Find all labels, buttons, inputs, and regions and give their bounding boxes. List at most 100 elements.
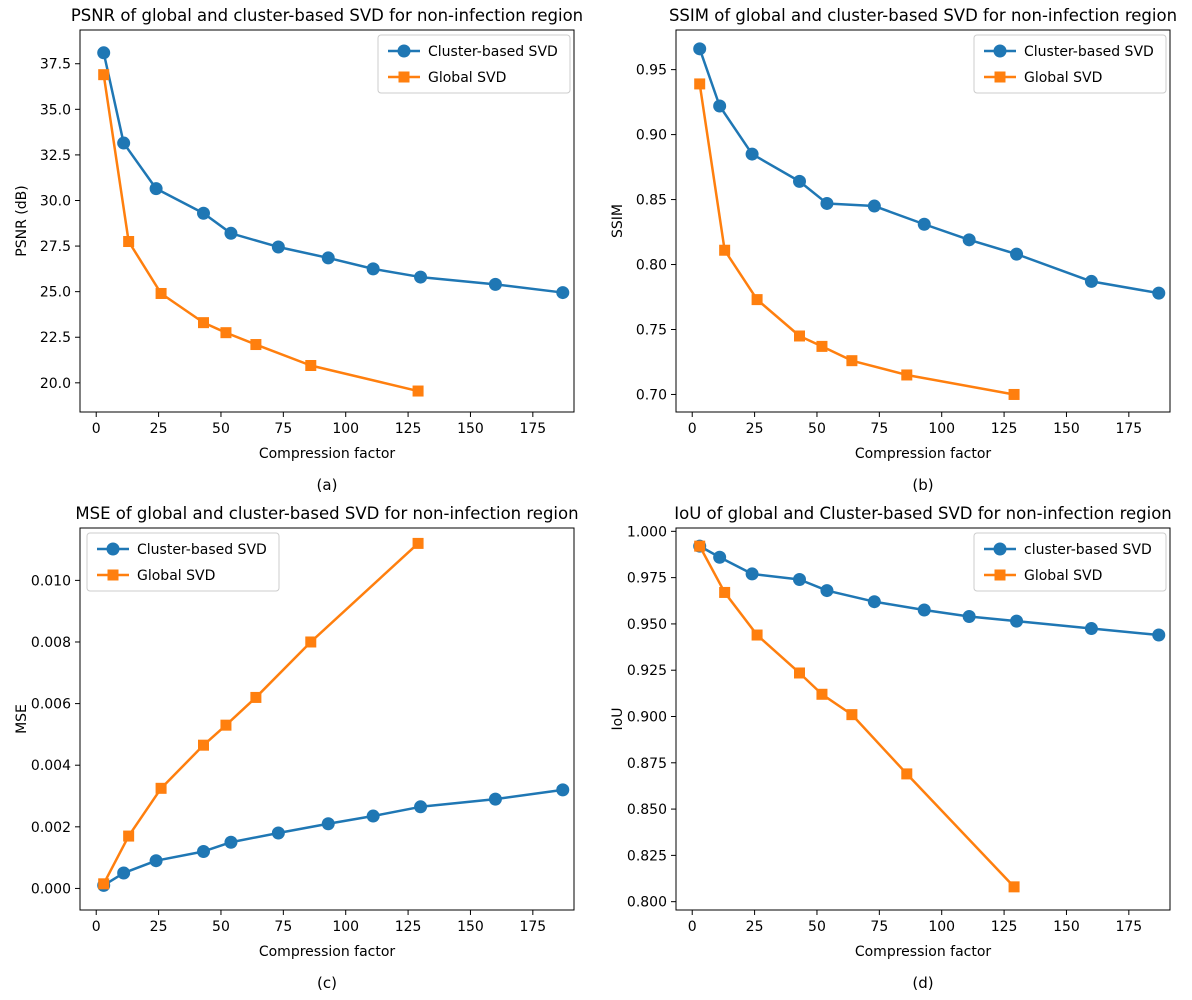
square-marker [123, 830, 135, 842]
y-tick-label: 0.875 [627, 756, 667, 772]
square-marker [305, 636, 317, 648]
legend-box [973, 34, 1167, 94]
circle-marker [713, 99, 727, 113]
y-tick-label: 0.925 [627, 663, 667, 679]
y-tick-label: 35.0 [40, 102, 71, 118]
circle-marker [556, 286, 570, 300]
circle-marker [149, 182, 163, 196]
x-tick-label: 175 [519, 421, 546, 437]
series-cluster-based-svd [97, 46, 570, 300]
x-axis-label: Compression factor [855, 446, 992, 462]
legend-entry-label: Global SVD [137, 568, 215, 584]
square-marker [123, 236, 135, 248]
x-tick-label: 100 [332, 421, 359, 437]
series-line [698, 544, 1016, 889]
square-marker [412, 537, 424, 549]
circle-marker [149, 854, 163, 868]
x-tick-label: 150 [457, 919, 484, 935]
circle-marker [820, 196, 834, 210]
square-marker [412, 385, 424, 397]
x-tick-label: 25 [746, 919, 764, 935]
x-tick-label: 0 [688, 421, 697, 437]
circle-marker [867, 199, 881, 213]
legend: cluster-based SVD Global SVD [973, 532, 1167, 592]
y-tick-label: 0.000 [31, 881, 71, 897]
circle-marker [793, 572, 806, 586]
x-tick-label: 75 [870, 421, 888, 437]
legend: Cluster-based SVD Global SVD [86, 532, 280, 592]
legend-entry-label: Cluster-based SVD [428, 44, 558, 60]
y-tick-label: 0.95 [636, 63, 667, 79]
legend-entry-label: cluster-based SVD [1024, 542, 1152, 558]
circle-marker [745, 567, 759, 581]
x-tick-label: 125 [991, 421, 1018, 437]
square-marker [107, 569, 119, 581]
square-marker [220, 327, 232, 339]
x-tick-label: 150 [1053, 421, 1080, 437]
chart-title: IoU of global and Cluster-based SVD for … [674, 504, 1172, 523]
y-tick-label: 0.006 [31, 697, 71, 713]
x-tick-label: 125 [395, 919, 422, 935]
circle-marker [97, 46, 111, 60]
legend-box [377, 34, 571, 94]
circle-marker [993, 44, 1007, 58]
square-marker [846, 709, 858, 721]
y-axis-label: IoU [610, 708, 626, 731]
x-tick-label: 50 [212, 919, 230, 935]
circle-marker [271, 826, 285, 840]
x-tick-label: 150 [457, 421, 484, 437]
circle-marker [197, 206, 210, 220]
x-tick-label: 25 [746, 421, 764, 437]
circle-marker [414, 800, 428, 814]
x-tick-label: 150 [1053, 919, 1080, 935]
circle-marker [224, 226, 238, 240]
y-tick-label: 0.75 [636, 322, 667, 338]
legend: Cluster-based SVD Global SVD [973, 34, 1167, 94]
legend: Cluster-based SVD Global SVD [377, 34, 571, 94]
legend-entry-label: Global SVD [428, 70, 506, 86]
y-tick-label: 0.800 [627, 895, 667, 911]
circle-marker [117, 866, 131, 880]
square-marker [155, 782, 167, 794]
circle-marker [1010, 247, 1024, 261]
series-cluster-based-svd [97, 783, 570, 892]
x-tick-label: 175 [1115, 919, 1142, 935]
circle-marker [106, 542, 120, 556]
y-tick-label: 25.0 [40, 285, 71, 301]
x-tick-label: 175 [1115, 421, 1142, 437]
circle-marker [1152, 628, 1166, 642]
square-marker [398, 71, 410, 83]
y-tick-label: 27.5 [40, 239, 71, 255]
x-tick-label: 75 [274, 421, 292, 437]
x-tick-label: 0 [92, 421, 101, 437]
series-global-svd [98, 69, 424, 397]
y-axis-label: MSE [14, 704, 30, 734]
circle-marker [224, 835, 238, 849]
circle-marker [917, 603, 931, 617]
x-tick-label: 100 [928, 421, 955, 437]
series-cluster-based-svd [693, 42, 1166, 300]
chart-svg: PSNR of global and cluster-based SVD for… [14, 6, 583, 494]
x-tick-label: 0 [688, 919, 697, 935]
square-marker [694, 540, 706, 552]
circle-marker [993, 542, 1007, 556]
square-marker [1008, 388, 1020, 400]
x-axis-label: Compression factor [259, 446, 396, 462]
circle-marker [962, 233, 976, 247]
x-axis-label: Compression factor [855, 944, 992, 960]
y-tick-label: 0.008 [31, 635, 71, 651]
y-tick-label: 0.80 [636, 258, 667, 274]
square-marker [250, 339, 262, 351]
series-global-svd [98, 537, 424, 890]
circle-marker [1084, 622, 1098, 636]
axes-frame [675, 29, 1171, 413]
square-marker [694, 78, 706, 90]
y-tick-label: 0.900 [627, 710, 667, 726]
chart-panel-mse: MSE of global and cluster-based SVD for … [0, 498, 596, 996]
series-line [102, 542, 420, 886]
y-tick-label: 0.825 [627, 848, 667, 864]
y-tick-label: 0.90 [636, 128, 667, 144]
circle-marker [488, 792, 502, 806]
y-tick-label: 0.85 [636, 193, 667, 209]
x-tick-label: 175 [519, 919, 546, 935]
